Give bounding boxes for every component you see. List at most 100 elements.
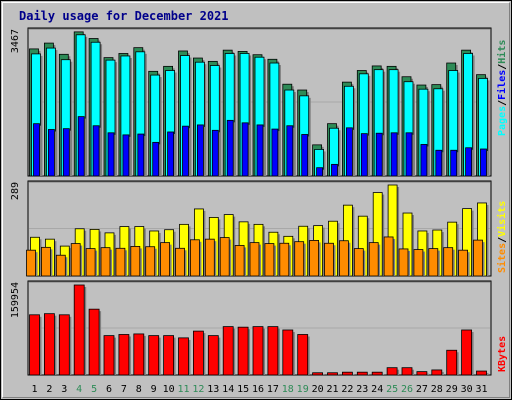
kbytes-bar-3 (58, 314, 72, 376)
sites-bar-25 (383, 236, 396, 277)
legend-item-kbytes: KBytes (497, 336, 508, 372)
kbytes-bar-20 (312, 372, 325, 376)
sites-bar-23-fill (353, 248, 364, 277)
sites-bar-18 (279, 242, 291, 277)
kbytes-bar-24 (371, 371, 385, 376)
sites-bar-21-fill (324, 242, 334, 277)
x-tick-label-24: 24 (371, 384, 383, 395)
kbytes-bar-14 (222, 326, 236, 376)
kbytes-bar-25 (386, 367, 400, 376)
sites-bar-16 (249, 242, 261, 277)
x-tick-label-29: 29 (446, 384, 458, 395)
kbytes-bar-25-fill (386, 367, 398, 376)
x-tick-label-13: 13 (207, 384, 219, 395)
x-tick-label-11: 11 (177, 384, 189, 395)
x-tick-label-27: 27 (416, 384, 428, 395)
kbytes-bar-11-fill (178, 337, 189, 376)
kbytes-bar-6 (103, 335, 116, 376)
pages-bar-18-fill (286, 125, 294, 177)
kbytes-bar-24-fill (371, 371, 383, 376)
x-tick-label-25: 25 (386, 384, 398, 395)
kbytes-bar-22 (341, 371, 355, 376)
kbytes-bar-21 (327, 372, 340, 376)
sites-bar-22 (338, 240, 351, 277)
sites-bar-9-fill (145, 246, 156, 277)
sites-bar-14 (219, 237, 232, 277)
sites-bar-10-fill (160, 242, 171, 277)
kbytes-bar-30-fill (461, 329, 473, 376)
kbytes-bar-16-fill (252, 326, 264, 376)
kbytes-bar-18 (282, 329, 295, 376)
pages-bar-30 (465, 147, 474, 177)
legend-bottom: KBytes (497, 336, 508, 372)
pages-bar-1-fill (33, 123, 40, 177)
pages-bar-17 (271, 128, 280, 177)
kbytes-bar-26-fill (401, 367, 413, 376)
kbytes-bar-18-fill (282, 329, 294, 376)
pages-bar-13-fill (211, 129, 219, 177)
kbytes-bar-10-fill (163, 335, 175, 376)
pages-bar-16 (256, 124, 265, 177)
x-tick-label-2: 2 (46, 384, 52, 395)
kbytes-bar-20-fill (312, 372, 324, 376)
sites-bar-31 (473, 239, 485, 277)
sites-bar-30 (458, 249, 470, 277)
x-tick-label-20: 20 (312, 384, 324, 395)
sites-bar-22-fill (338, 240, 349, 277)
x-tick-label-3: 3 (61, 384, 67, 395)
x-tick-label-21: 21 (326, 384, 338, 395)
x-tick-label-8: 8 (136, 384, 142, 395)
pages-bar-26 (405, 132, 414, 177)
pages-bar-16-fill (256, 124, 264, 177)
kbytes-bar-13-fill (207, 335, 219, 376)
pages-bar-5-fill (92, 125, 100, 177)
sites-bar-23 (353, 248, 366, 277)
sites-bar-28-fill (428, 248, 439, 277)
kbytes-bar-8 (133, 333, 146, 376)
pages-bar-14-fill (226, 119, 234, 177)
kbytes-bar-15-fill (237, 326, 249, 376)
sites-bar-10 (160, 242, 172, 277)
x-tick-label-14: 14 (222, 384, 234, 395)
pages-bar-28-fill (435, 149, 443, 177)
x-tick-label-17: 17 (267, 384, 279, 395)
kbytes-bar-9-fill (148, 335, 160, 376)
sites-bar-12 (189, 239, 202, 277)
sites-bar-13-fill (204, 238, 215, 277)
sites-bar-26 (398, 248, 410, 277)
kbytes-bar-21-fill (327, 372, 338, 376)
pages-bar-27-fill (420, 144, 428, 177)
x-tick-label-7: 7 (121, 384, 127, 395)
pages-bar-22-fill (345, 127, 353, 177)
kbytes-bar-5-fill (88, 308, 100, 376)
pages-bar-5 (92, 125, 102, 177)
pages-bar-3-fill (62, 128, 70, 177)
sites-bar-8-fill (130, 246, 141, 277)
kbytes-bar-4 (73, 284, 87, 376)
x-tick-label-19: 19 (297, 384, 309, 395)
sites-bar-8 (130, 246, 142, 277)
sites-bar-29 (443, 247, 455, 277)
pages-bar-2-fill (48, 129, 55, 177)
kbytes-bar-27 (416, 371, 429, 376)
x-tick-label-10: 10 (163, 384, 175, 395)
sites-bar-13 (204, 238, 217, 277)
pages-bar-7 (122, 134, 131, 177)
sites-bar-14-fill (219, 237, 230, 277)
pages-bar-8 (137, 133, 146, 177)
kbytes-bar-3-fill (58, 314, 70, 376)
x-tick-label-18: 18 (282, 384, 294, 395)
pages-bar-20-fill (316, 167, 324, 177)
pages-bar-10 (167, 131, 176, 177)
x-tick-label-23: 23 (356, 384, 368, 395)
pages-bar-17-fill (271, 128, 279, 177)
page-title: Daily usage for December 2021 (19, 9, 229, 23)
sites-bar-2 (41, 246, 53, 277)
kbytes-bar-31 (476, 370, 489, 376)
sites-bar-4-fill (70, 243, 81, 277)
x-tick-label-28: 28 (431, 384, 443, 395)
legend-item-hits: Hits (496, 40, 508, 64)
kbytes-bar-30 (461, 329, 474, 376)
sites-bar-11-fill (175, 247, 185, 277)
pages-bar-25-fill (390, 132, 398, 177)
